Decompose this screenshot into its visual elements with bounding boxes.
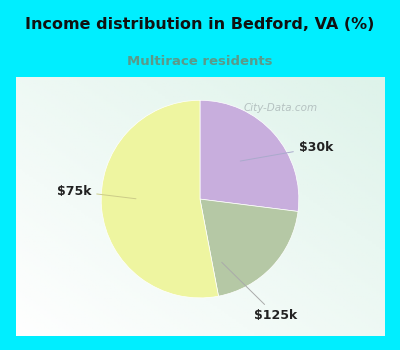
Wedge shape xyxy=(200,100,299,211)
Text: $125k: $125k xyxy=(222,262,298,322)
Text: City-Data.com: City-Data.com xyxy=(244,103,318,113)
Text: Multirace residents: Multirace residents xyxy=(127,55,273,68)
Wedge shape xyxy=(101,100,218,298)
Wedge shape xyxy=(200,199,298,296)
Text: $75k: $75k xyxy=(57,185,136,199)
Text: $30k: $30k xyxy=(240,141,333,161)
Text: Income distribution in Bedford, VA (%): Income distribution in Bedford, VA (%) xyxy=(25,17,375,32)
